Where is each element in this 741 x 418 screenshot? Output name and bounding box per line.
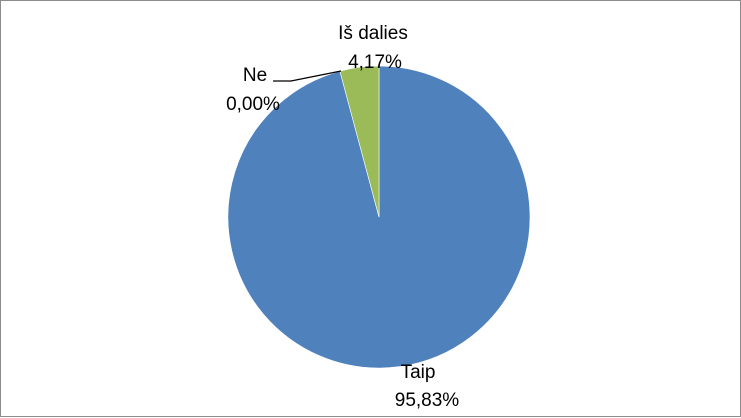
- leader-line-ne: [273, 70, 342, 82]
- data-label-taip-name: Taip: [401, 362, 436, 383]
- data-label-is-dalies-value: 4,17%: [348, 52, 402, 73]
- data-label-ne-name: Ne: [243, 65, 267, 86]
- data-label-ne-value: 0,00%: [226, 94, 280, 115]
- data-label-is-dalies-name: Iš dalies: [338, 23, 408, 44]
- data-labels: Taip 95,83% Ne 0,00% Iš dalies 4,17%: [226, 23, 459, 411]
- pie-slices: [227, 65, 531, 369]
- data-label-taip-value: 95,83%: [395, 390, 460, 411]
- leader-lines: [273, 70, 342, 82]
